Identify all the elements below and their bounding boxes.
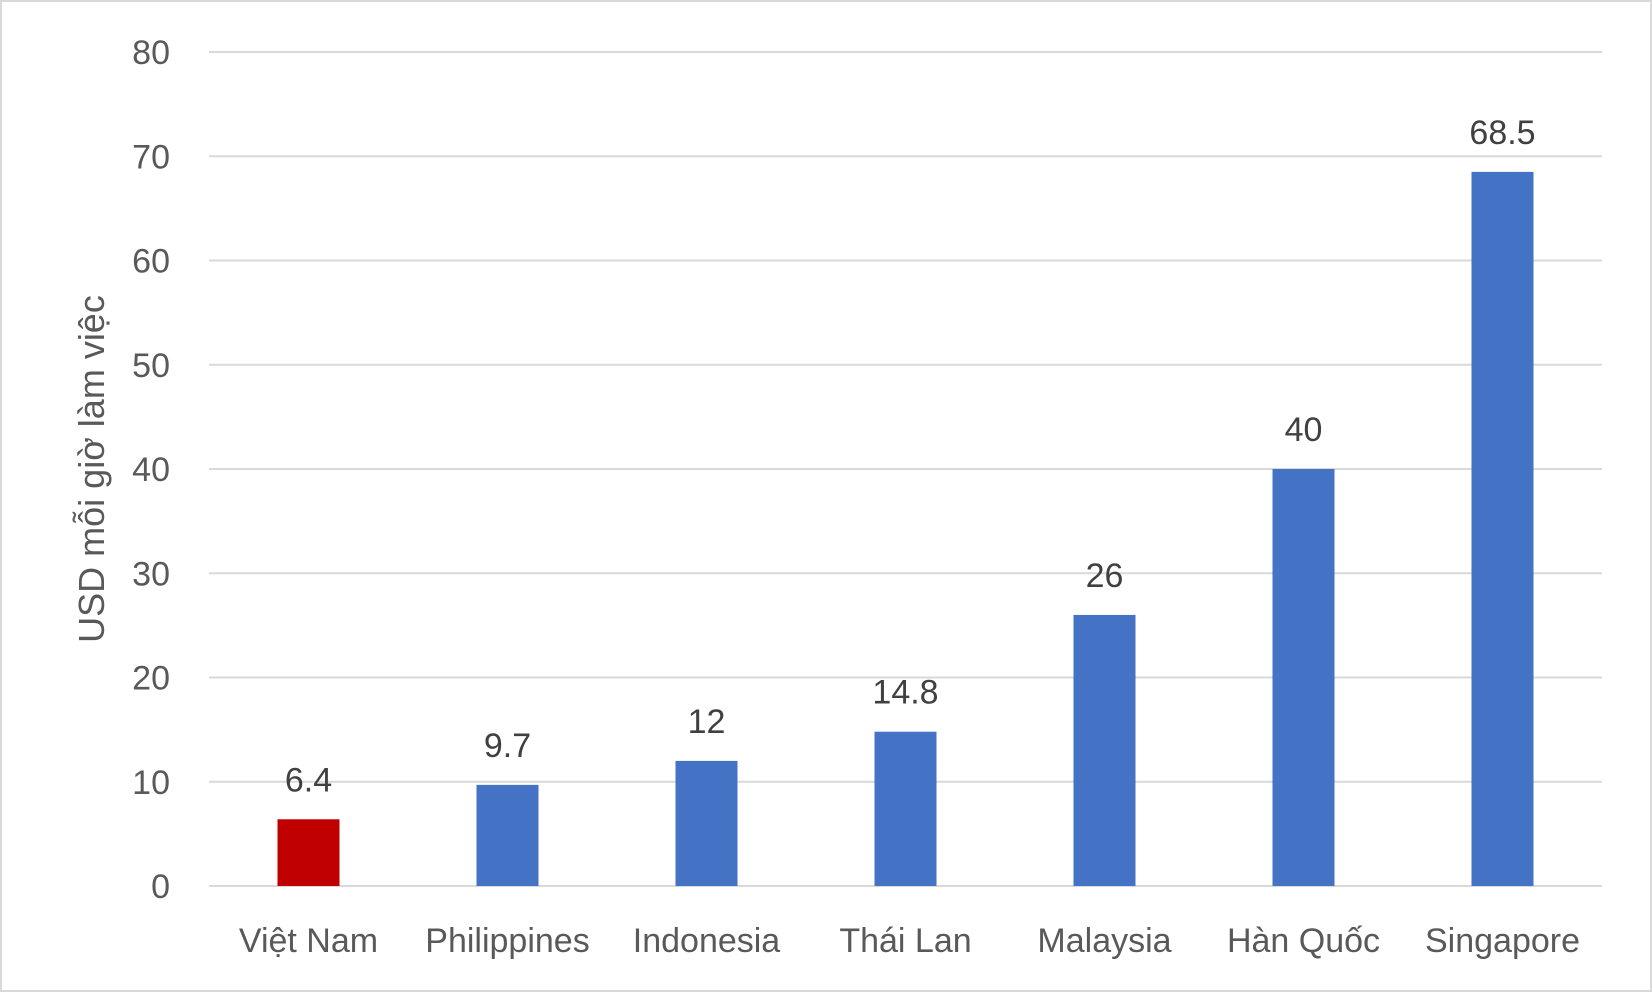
x-category-label: Thái Lan <box>839 922 971 960</box>
bar <box>1073 614 1136 886</box>
data-label: 68.5 <box>1469 114 1535 152</box>
y-axis-title: USD mỗi giờ làm việc <box>71 295 112 643</box>
y-tick-label: 30 <box>132 555 170 593</box>
y-tick-label: 60 <box>132 243 170 281</box>
x-category-label: Indonesia <box>633 922 781 960</box>
y-tick-label: 80 <box>132 34 170 72</box>
y-tick-label: 0 <box>151 868 170 906</box>
x-category-label: Singapore <box>1425 922 1580 960</box>
y-tick-label: 20 <box>132 660 170 698</box>
x-category-label: Việt Nam <box>239 922 378 960</box>
x-category-label: Philippines <box>425 922 589 960</box>
bar <box>277 819 340 886</box>
bar <box>476 784 539 886</box>
data-label: 9.7 <box>484 727 531 765</box>
y-tick-label: 10 <box>132 764 170 802</box>
bars <box>277 171 1534 886</box>
gridlines <box>209 51 1602 887</box>
y-tick-label: 70 <box>132 138 170 176</box>
bar <box>1471 171 1534 886</box>
data-label: 26 <box>1086 557 1124 595</box>
data-labels: 6.4 9.7 12 14.8 26 40 68.5 <box>285 114 1536 799</box>
bar <box>874 731 937 886</box>
data-label: 6.4 <box>285 761 332 799</box>
y-axis-ticks: 0 10 20 30 40 50 60 70 80 <box>132 34 170 906</box>
bar <box>1272 469 1335 886</box>
y-tick-label: 50 <box>132 347 170 385</box>
data-label: 12 <box>688 703 726 741</box>
data-label: 14.8 <box>872 674 938 712</box>
data-label: 40 <box>1285 411 1323 449</box>
x-axis-categories: Việt Nam Philippines Indonesia Thái Lan Mala… <box>239 922 1580 960</box>
x-category-label: Malaysia <box>1037 922 1171 960</box>
bar <box>675 760 738 886</box>
y-tick-label: 40 <box>132 451 170 489</box>
x-category-label: Hàn Quốc <box>1227 922 1380 960</box>
